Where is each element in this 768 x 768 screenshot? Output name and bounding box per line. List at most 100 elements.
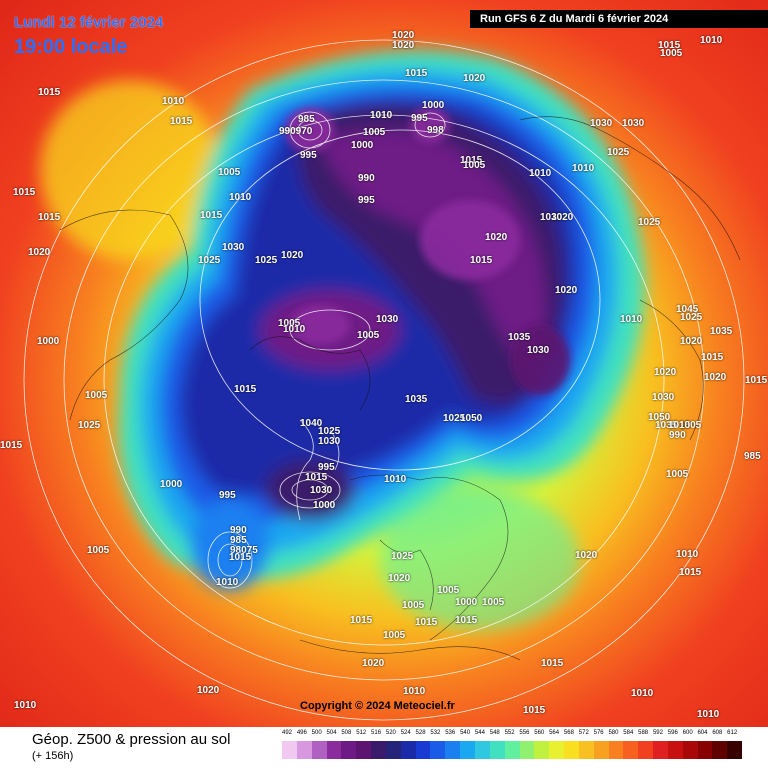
isobar-label: 1010	[700, 35, 723, 46]
isobar-label: 995	[318, 462, 335, 473]
isobar-label: 1015	[234, 384, 257, 395]
isobar-label: 1010	[403, 686, 426, 697]
isobar-label: 1010	[620, 314, 643, 325]
isobar-label: 995	[219, 490, 236, 501]
isobar-label: 1040	[300, 418, 323, 429]
color-scale-segment	[667, 741, 683, 759]
color-scale-label: 572	[578, 730, 589, 736]
color-scale-segment	[385, 741, 401, 759]
isobar-label: 1010	[676, 549, 699, 560]
isobar-label: 1020	[463, 73, 486, 84]
color-scale-label: 568	[563, 730, 574, 736]
color-scale-label: 500	[311, 730, 322, 736]
isobar-label: 1020	[551, 212, 574, 223]
isobar-label: 1015	[405, 68, 428, 79]
isobar-label: 1015	[0, 440, 23, 451]
isobar-label: 1020	[197, 685, 220, 696]
isobar-label: 1015	[745, 375, 768, 386]
isobar-label: 1005	[679, 420, 702, 431]
color-scale-segment	[534, 741, 550, 759]
color-scale-label: 564	[549, 730, 560, 736]
isobar-label: 1010	[162, 96, 185, 107]
isobar-label: 1005	[278, 318, 301, 329]
footer: Géop. Z500 & pression au sol (+ 156h) 49…	[0, 727, 768, 768]
isobar-label: 1015	[170, 116, 193, 127]
isobar-label: 1025	[318, 426, 341, 437]
color-scale-segment	[282, 741, 297, 759]
color-scale-label: 592	[652, 730, 663, 736]
isobar-label: 1035	[710, 326, 733, 337]
isobar-label: 1000	[351, 140, 374, 151]
isobar-label: 1025	[443, 413, 466, 424]
color-scale-segment	[296, 741, 312, 759]
isobar-label: 1015	[350, 615, 373, 626]
isobar-label: 1025	[255, 255, 278, 266]
isobar-label: 1015	[305, 472, 328, 483]
isobar-label: 1010	[283, 324, 306, 335]
color-scale-segment	[593, 741, 609, 759]
isobar-label: 1035	[405, 394, 428, 405]
product-title: Géop. Z500 & pression au sol	[32, 731, 231, 748]
isobar-label: 1030	[222, 242, 245, 253]
isobar-label: 1015	[38, 87, 61, 98]
color-scale-label: 512	[356, 730, 367, 736]
color-scale-segment	[445, 741, 461, 759]
color-scale-segment	[638, 741, 654, 759]
copyright-notice: Copyright © 2024 Meteociel.fr	[300, 700, 455, 712]
color-scale-label: 588	[638, 730, 649, 736]
isobar-label: 1020	[392, 40, 415, 51]
isobar-label: 1045	[676, 304, 699, 315]
isobar-label: 1005	[437, 585, 460, 596]
color-scale-label: 576	[593, 730, 604, 736]
color-scale-label: 584	[623, 730, 634, 736]
color-scale-label: 612	[727, 730, 738, 736]
isobar-label: 1050	[648, 412, 671, 423]
color-scale-bar	[282, 741, 743, 759]
isobar-label: 1010	[631, 688, 654, 699]
isobar-label: 1030	[540, 212, 563, 223]
isobar-label: 1000	[160, 479, 183, 490]
color-scale-label: 600	[682, 730, 693, 736]
color-scale-segment	[460, 741, 475, 759]
color-scale-label: 608	[712, 730, 723, 736]
isobar-label: 985	[230, 535, 247, 546]
isobar-label: 1010	[229, 192, 252, 203]
isobar-label: 1030	[376, 314, 399, 325]
forecast-time: 19:00 locale	[14, 36, 128, 58]
isobar-label: 1015	[229, 552, 252, 563]
isobar-label: 1030	[622, 118, 645, 129]
isobar-label: 1035	[508, 332, 531, 343]
color-scale-segment	[549, 741, 565, 759]
isobar-label: 1005	[363, 127, 386, 138]
isobar-label: 1015	[470, 255, 493, 266]
isobar-label: 995	[411, 113, 428, 124]
isobar-label: 1015	[679, 567, 702, 578]
color-scale-segment	[712, 741, 728, 759]
color-scale-segment	[519, 741, 535, 759]
color-scale-segment	[623, 741, 639, 759]
color-scale-segment	[653, 741, 668, 759]
color-scale-label: 496	[296, 730, 307, 736]
color-scale-segment	[341, 741, 357, 759]
isobar-label: 1020	[555, 285, 578, 296]
isobar-label: 1010	[384, 474, 407, 485]
color-scale-label: 556	[519, 730, 530, 736]
isobar-label: 1020	[28, 247, 51, 258]
color-scale-label: 520	[385, 730, 396, 736]
isobar-label: 1005	[85, 390, 108, 401]
isobar-label: 1020	[654, 367, 677, 378]
isobar-label: 1000	[313, 500, 336, 511]
color-scale-label: 580	[608, 730, 619, 736]
isobar-label: 1005	[383, 630, 406, 641]
isobar-label: 1005	[402, 600, 425, 611]
color-scale-segment	[400, 741, 416, 759]
color-scale-label: 552	[504, 730, 515, 736]
color-scale-label: 560	[534, 730, 545, 736]
isobar-label: 1020	[704, 372, 727, 383]
isobar-label: 1015	[701, 352, 724, 363]
isobar-label: 998	[427, 125, 444, 136]
isobar-label: 995	[358, 195, 375, 206]
isobar-label: 1015	[415, 617, 438, 628]
isobar-label: 1025	[78, 420, 101, 431]
isobar-label: 1020	[388, 573, 411, 584]
